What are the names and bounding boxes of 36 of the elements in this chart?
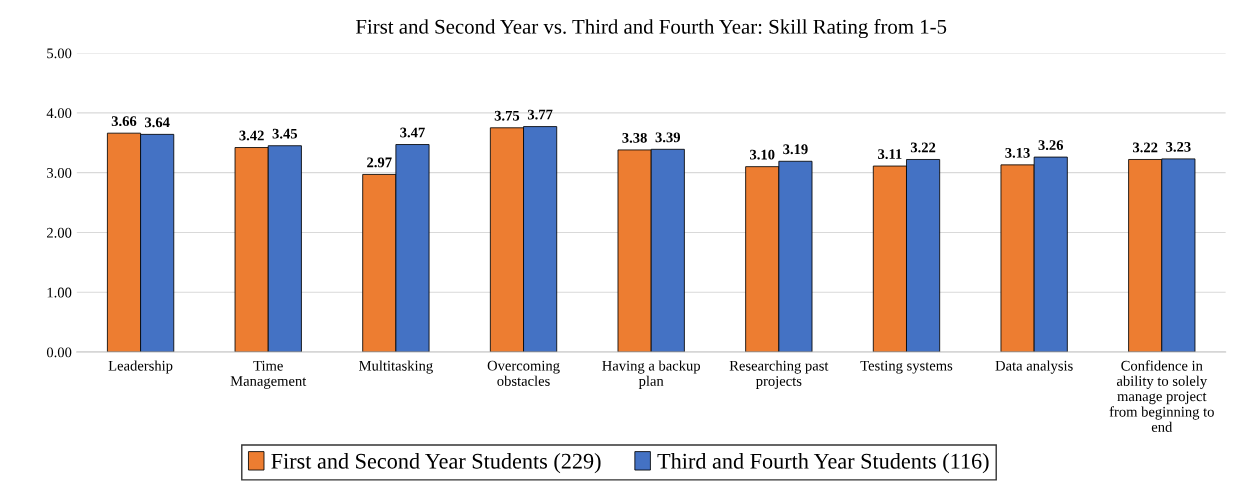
text: 3.10 — [750, 149, 775, 160]
legend-label: Third and Fourth Year Students (116) — [657, 453, 989, 474]
text: 3.39 — [655, 132, 681, 143]
y-tick-label: 1.00 — [47, 287, 72, 298]
text: 3.23 — [1166, 141, 1191, 152]
x-tick-label: Leadership — [108, 360, 173, 374]
text: 3.66 — [111, 116, 137, 127]
text: 2.97 — [367, 157, 392, 168]
x-tick-label: Overcoming obstacles — [487, 360, 560, 386]
text: 3.64 — [144, 117, 170, 128]
y-tick-label: 4.00 — [46, 108, 72, 119]
text: 3.22 — [910, 142, 936, 153]
x-tick-label: Researching past projects — [729, 360, 829, 389]
text: 3.38 — [622, 132, 647, 143]
x-tick-label: Confidence in ability to solely manage project from beginning to end — [1109, 360, 1214, 432]
x-tick-label: Data analysis — [995, 360, 1073, 374]
y-tick-label: 5.00 — [47, 48, 72, 59]
text: 3.47 — [400, 127, 425, 138]
x-tick-label: Time Management — [230, 360, 307, 389]
text: 3.42 — [239, 130, 264, 141]
text: 3.77 — [527, 109, 553, 120]
text: 3.45 — [272, 128, 298, 139]
y-tick-label: 3.00 — [47, 168, 72, 178]
y-tick-label: 2.00 — [47, 227, 72, 238]
y-tick-label: 0.00 — [46, 347, 72, 358]
x-tick-label: Multitasking — [359, 360, 433, 374]
chart-title: First and Second Year vs. Third and Fourth Year: Skill Rating from 1-5 — [355, 18, 947, 39]
x-tick-label: Testing systems — [860, 360, 953, 374]
text: 3.26 — [1038, 140, 1064, 151]
text: 3.75 — [494, 110, 520, 121]
legend-label: First and Second Year Students (229) — [271, 453, 601, 474]
x-tick-label: Having a backup plan — [602, 360, 701, 389]
text: 3.22 — [1132, 142, 1158, 153]
text: 3.11 — [878, 149, 902, 159]
text: 3.13 — [1005, 147, 1030, 158]
text: 3.19 — [783, 144, 808, 155]
